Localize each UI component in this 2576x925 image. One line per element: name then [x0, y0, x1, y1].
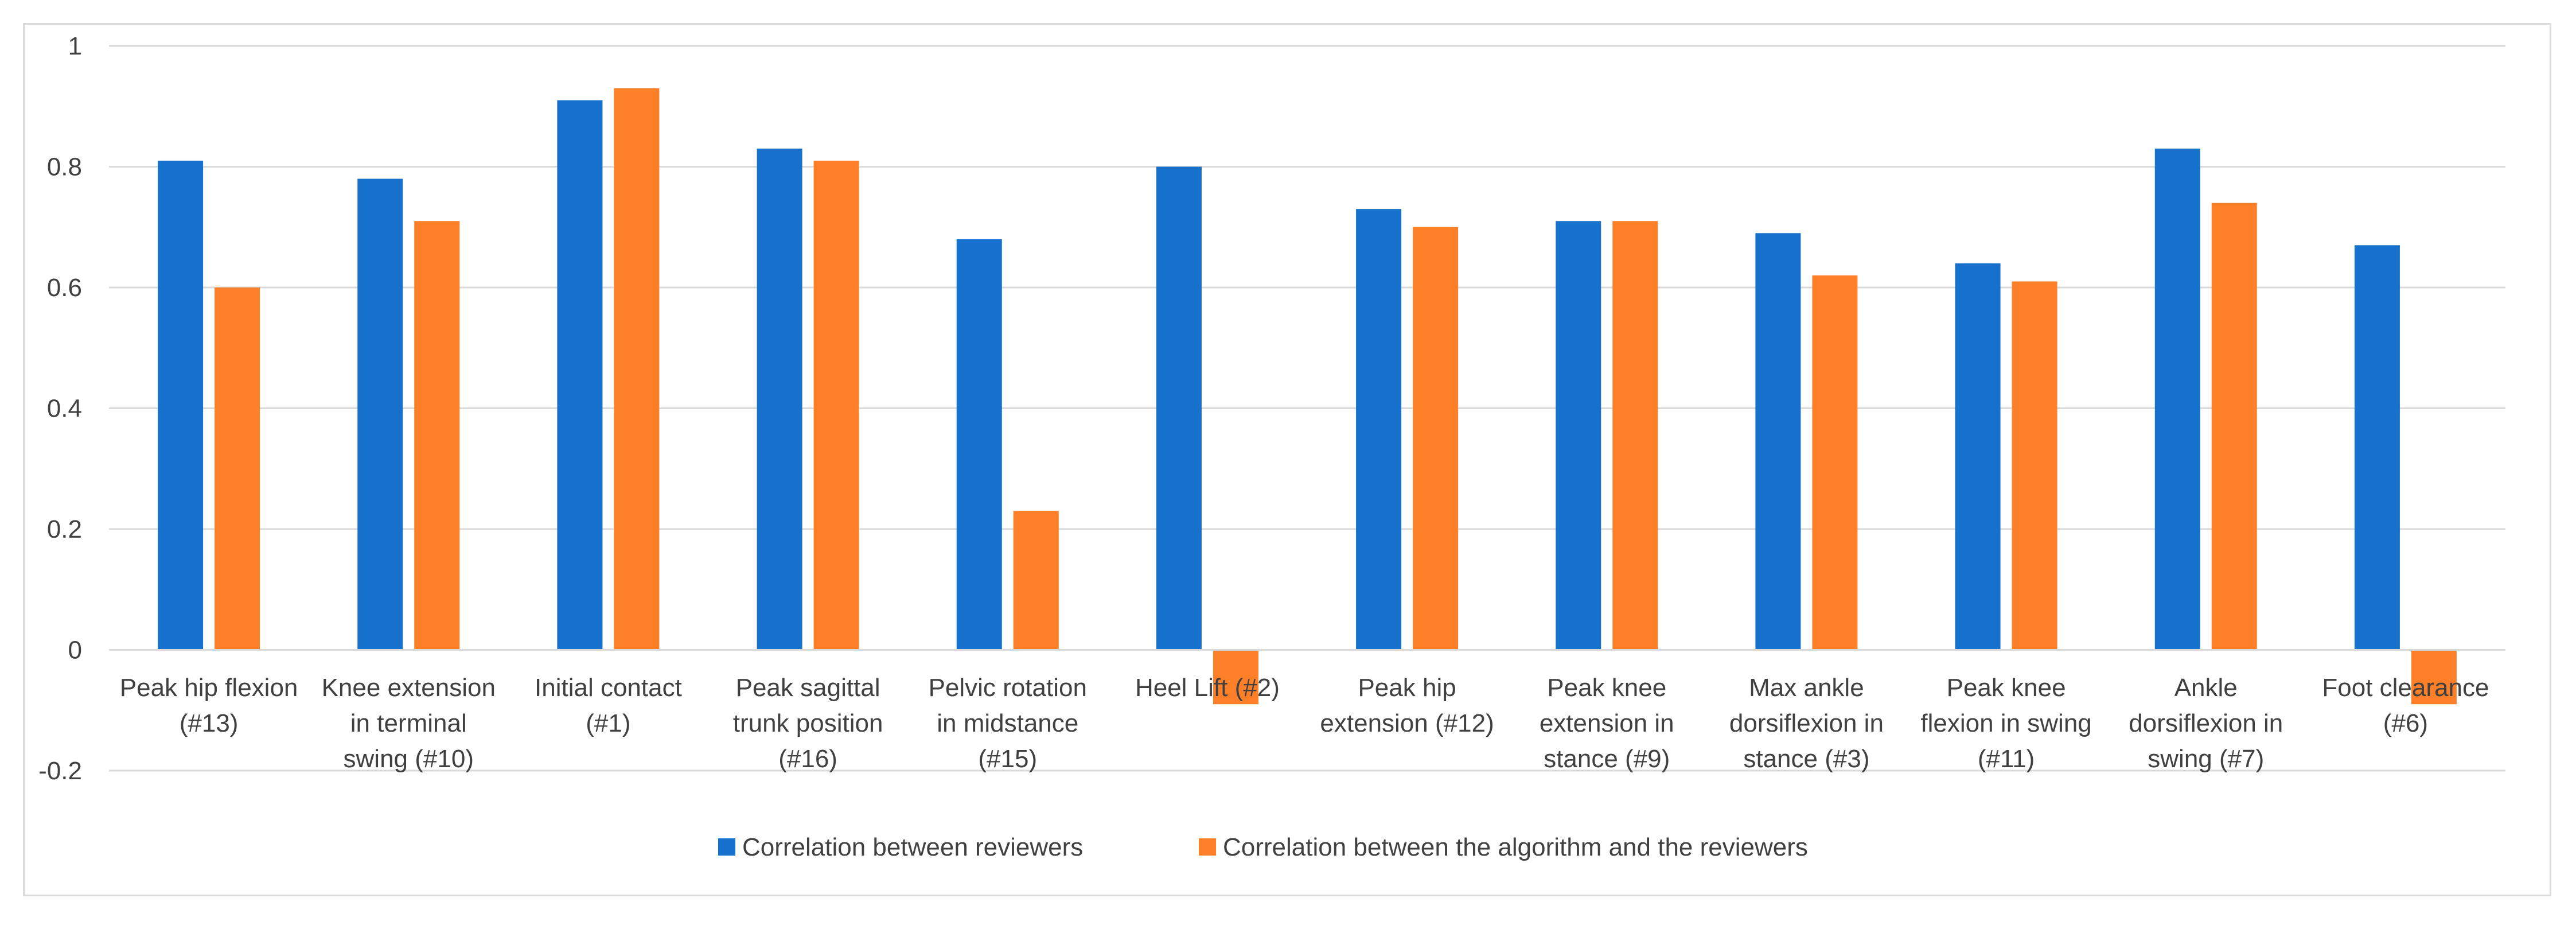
bar-algorithm	[614, 88, 660, 650]
bar-algorithm	[414, 221, 460, 650]
bar-reviewers	[1556, 221, 1601, 650]
bar-algorithm	[2211, 203, 2257, 650]
bar-reviewers	[158, 160, 204, 650]
bar-reviewers	[1955, 263, 2001, 650]
y-tick-label: 0.8	[47, 153, 82, 181]
y-tick-label: 0	[68, 636, 82, 664]
category-label: Heel Lift (#2)	[1135, 674, 1280, 702]
bar-algorithm	[2411, 650, 2457, 705]
y-tick-label: -0.2	[38, 757, 82, 785]
category-label: Max ankle dorsiflexion in stance (#3)	[1729, 674, 1884, 773]
bar-reviewers	[557, 100, 603, 650]
bar-algorithm	[1013, 511, 1059, 650]
legend-swatch	[1199, 838, 1216, 856]
bar-reviewers	[757, 148, 802, 650]
gridlines	[109, 45, 2505, 772]
bar-reviewers	[2154, 148, 2200, 650]
category-label: Pelvic rotation in midstance (#15)	[929, 674, 1087, 773]
category-label: Knee extension in terminal swing (#10)	[322, 674, 496, 773]
bar-reviewers	[357, 178, 403, 650]
bar-reviewers	[1755, 233, 1801, 650]
y-tick-label: 1	[68, 32, 82, 60]
bar-algorithm	[215, 287, 260, 650]
category-label: Peak hip extension (#12)	[1320, 674, 1494, 737]
bar-reviewers	[2354, 245, 2400, 650]
bar-algorithm	[1812, 275, 1858, 650]
category-label: Peak knee extension in stance (#9)	[1540, 674, 1674, 773]
bar-algorithm	[2012, 281, 2057, 650]
legend-swatch	[718, 838, 735, 856]
y-tick-label: 0.2	[47, 515, 82, 543]
bar-algorithm	[1612, 221, 1658, 650]
y-tick-label: 0.6	[47, 274, 82, 302]
bars	[158, 88, 2457, 705]
legend: Correlation between reviewers Correlation…	[718, 833, 1808, 861]
y-tick-label: 0.4	[47, 395, 82, 423]
bar-algorithm	[813, 160, 859, 650]
category-label: Ankle dorsiflexion in swing (#7)	[2129, 674, 2283, 773]
bar-reviewers	[956, 239, 1002, 650]
category-label: Foot clearance (#6)	[2322, 674, 2489, 737]
legend-label: Correlation between reviewers	[742, 833, 1083, 861]
bar-reviewers	[1356, 209, 1402, 650]
bar-algorithm	[1413, 227, 1459, 650]
y-axis-ticks: -0.2 0 0.2 0.4 0.6 0.8 1	[38, 32, 82, 785]
bar-algorithm	[1213, 650, 1258, 705]
category-labels: Peak hip flexion (#13) Knee extension in te…	[120, 674, 2489, 773]
category-label: Peak hip flexion (#13)	[120, 674, 298, 737]
category-label: Initial contact (#1)	[535, 674, 682, 737]
category-label: Peak knee flexion in swing (#11)	[1920, 674, 2091, 773]
legend-label: Correlation between the algorithm and th…	[1223, 833, 1808, 861]
category-label: Peak sagittal trunk position (#16)	[733, 674, 883, 773]
bar-reviewers	[1156, 166, 1202, 650]
